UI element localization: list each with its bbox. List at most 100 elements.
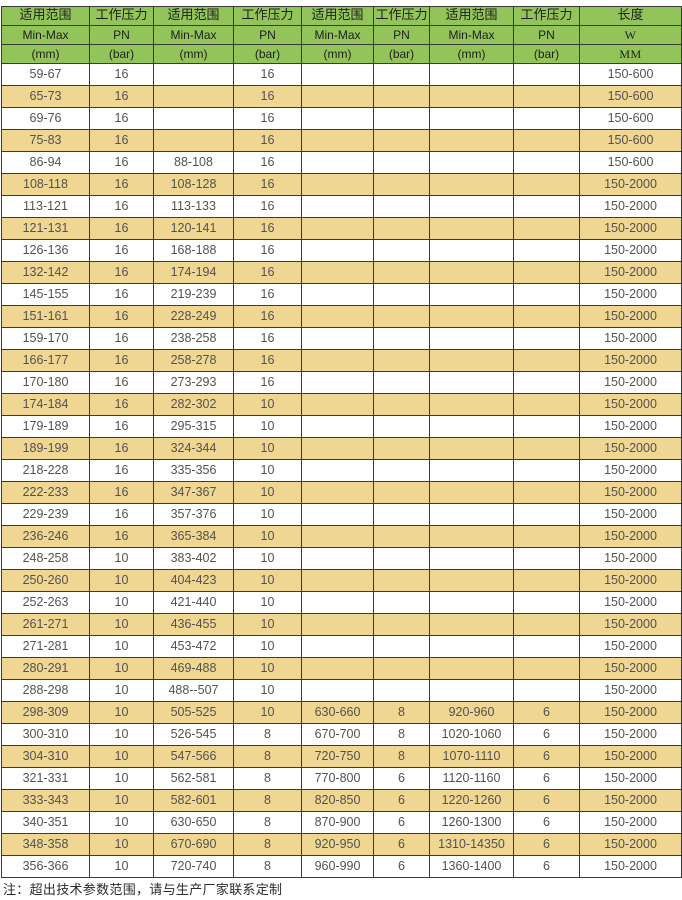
table-row: 271-281 10 453-472 10 150-2000 [1,635,682,658]
footer-note: 注：超出技术参数范围，请与生产厂家联系定制 [3,883,283,898]
cell-r9-c4: 16 [233,239,302,262]
header-row-range: Min-Max PN Min-Max PN Min-Max PN Min-Max PN W [1,25,682,45]
table-row: 151-161 16 228-249 16 150-2000 [1,305,682,328]
header-unit-col-5: (mm) [301,44,374,64]
cell-r32-c8: 6 [513,745,580,768]
cell-r7-c8 [513,195,580,218]
cell-r33-c2: 10 [89,767,154,790]
cell-r2-c8 [513,85,580,108]
cell-r14-c8 [513,349,580,372]
cell-r25-c5 [301,591,374,614]
cell-r10-c9: 150-2000 [579,261,682,284]
cell-r30-c8: 6 [513,701,580,724]
cell-r10-c6 [373,261,430,284]
cell-r10-c3: 174-194 [153,261,234,284]
cell-r27-c6 [373,635,430,658]
table-row: 218-228 16 335-356 10 150-2000 [1,459,682,482]
cell-r26-c4: 10 [233,613,302,636]
cell-r18-c9: 150-2000 [579,437,682,460]
cell-r36-c2: 10 [89,833,154,856]
cell-r5-c4: 16 [233,151,302,174]
cell-r21-c4: 10 [233,503,302,526]
cell-r34-c1: 333-343 [1,789,90,812]
cell-r5-c8 [513,151,580,174]
header-unit-col-1: (mm) [1,44,90,64]
cell-r18-c4: 10 [233,437,302,460]
cell-r7-c6 [373,195,430,218]
cell-r32-c6: 8 [373,745,430,768]
cell-r5-c9: 150-600 [579,151,682,174]
cell-r33-c4: 8 [233,767,302,790]
cell-r36-c3: 670-690 [153,833,234,856]
cell-r9-c9: 150-2000 [579,239,682,262]
cell-r19-c2: 16 [89,459,154,482]
header-range-col-1: Min-Max [1,25,90,45]
cell-r32-c9: 150-2000 [579,745,682,768]
header-title-col-6: 工作压力 [373,6,430,26]
table-row: 321-331 10 562-581 8 770-800 6 1120-1160 6 150-2… [1,767,682,790]
cell-r22-c6 [373,525,430,548]
cell-r15-c9: 150-2000 [579,371,682,394]
cell-r32-c7: 1070-1110 [429,745,514,768]
cell-r34-c2: 10 [89,789,154,812]
cell-r24-c2: 10 [89,569,154,592]
cell-r17-c4: 10 [233,415,302,438]
cell-r28-c8 [513,657,580,680]
cell-r5-c7 [429,151,514,174]
cell-r10-c4: 16 [233,261,302,284]
cell-r31-c9: 150-2000 [579,723,682,746]
cell-r21-c1: 229-239 [1,503,90,526]
cell-r7-c1: 113-121 [1,195,90,218]
cell-r2-c2: 16 [89,85,154,108]
cell-r27-c1: 271-281 [1,635,90,658]
cell-r5-c1: 86-94 [1,151,90,174]
cell-r24-c6 [373,569,430,592]
cell-r23-c2: 10 [89,547,154,570]
cell-r11-c4: 16 [233,283,302,306]
cell-r3-c2: 16 [89,107,154,130]
cell-r29-c5 [301,679,374,702]
cell-r19-c4: 10 [233,459,302,482]
cell-r11-c2: 16 [89,283,154,306]
header-range-col-6: PN [373,25,430,45]
specification-table: 适用范围 工作压力 适用范围 工作压力 适用范围 工作压力 适用范围 工作压力 长度 Min-M… [1,6,682,878]
cell-r19-c3: 335-356 [153,459,234,482]
cell-r16-c3: 282-302 [153,393,234,416]
cell-r30-c2: 10 [89,701,154,724]
header-range-col-8: PN [513,25,580,45]
header-range-col-4: PN [233,25,302,45]
cell-r29-c2: 10 [89,679,154,702]
table-row: 280-291 10 469-488 10 150-2000 [1,657,682,680]
cell-r22-c4: 10 [233,525,302,548]
cell-r34-c3: 582-601 [153,789,234,812]
table-body: 59-67 16 16 150-600 65-73 16 16 150-600 69-76 16 1… [1,63,682,878]
cell-r20-c1: 222-233 [1,481,90,504]
cell-r36-c9: 150-2000 [579,833,682,856]
cell-r33-c1: 321-331 [1,767,90,790]
cell-r7-c4: 16 [233,195,302,218]
cell-r17-c2: 16 [89,415,154,438]
header-range-col-9: W [579,25,682,45]
cell-r16-c4: 10 [233,393,302,416]
cell-r28-c7 [429,657,514,680]
cell-r19-c5 [301,459,374,482]
cell-r8-c8 [513,217,580,240]
header-title-col-7: 适用范围 [429,6,514,26]
cell-r36-c1: 348-358 [1,833,90,856]
cell-r36-c8: 6 [513,833,580,856]
cell-r18-c5 [301,437,374,460]
cell-r26-c7 [429,613,514,636]
cell-r22-c5 [301,525,374,548]
table-row: 261-271 10 436-455 10 150-2000 [1,613,682,636]
cell-r26-c3: 436-455 [153,613,234,636]
cell-r37-c9: 150-2000 [579,855,682,878]
cell-r24-c3: 404-423 [153,569,234,592]
cell-r1-c6 [373,63,430,86]
table-row: 189-199 16 324-344 10 150-2000 [1,437,682,460]
cell-r36-c7: 1310-14350 [429,833,514,856]
cell-r6-c3: 108-128 [153,173,234,196]
cell-r13-c4: 16 [233,327,302,350]
cell-r9-c8 [513,239,580,262]
header-unit-col-4: (bar) [233,44,302,64]
cell-r20-c9: 150-2000 [579,481,682,504]
